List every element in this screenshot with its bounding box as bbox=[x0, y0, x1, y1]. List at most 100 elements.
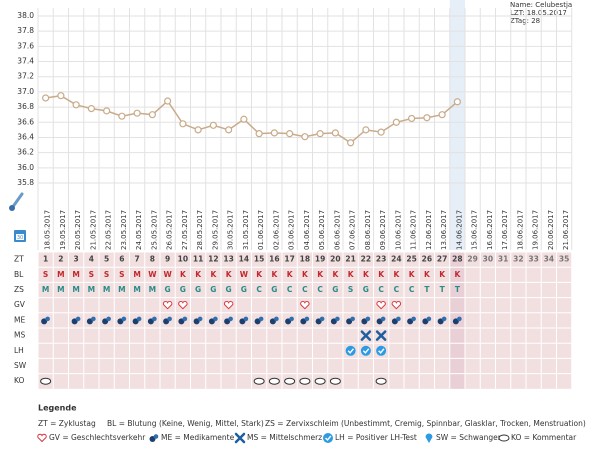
pill bbox=[213, 316, 218, 322]
me-marker bbox=[452, 316, 462, 325]
date-label: 05.06.2017 bbox=[318, 210, 326, 250]
cervix: G bbox=[241, 285, 247, 294]
temperature-point bbox=[194, 126, 202, 134]
check bbox=[325, 435, 332, 442]
cervix: M bbox=[118, 285, 125, 294]
pill bbox=[274, 316, 279, 322]
pill bbox=[136, 316, 142, 322]
cycle-day: 20 bbox=[330, 255, 340, 264]
check bbox=[347, 348, 354, 354]
me-marker bbox=[361, 316, 371, 325]
cycle-day: 15 bbox=[254, 255, 264, 264]
date-label: 30.05.2017 bbox=[227, 210, 235, 250]
gv-marker bbox=[376, 300, 386, 310]
cycle-day: 21 bbox=[345, 255, 355, 264]
bleeding: K bbox=[180, 270, 187, 279]
bleeding: K bbox=[363, 270, 370, 279]
pill bbox=[457, 316, 462, 322]
temperature-point bbox=[347, 139, 355, 147]
ko-marker bbox=[253, 377, 265, 385]
cycle-day: 4 bbox=[89, 255, 94, 264]
bleeding: K bbox=[210, 270, 217, 279]
heart bbox=[223, 300, 234, 310]
pill bbox=[182, 316, 188, 322]
cycle-day: 18 bbox=[300, 255, 310, 264]
pill bbox=[396, 316, 401, 322]
cycle-day: 16 bbox=[269, 255, 279, 264]
bleeding: K bbox=[454, 270, 461, 279]
temperature-point bbox=[377, 128, 385, 136]
cervix: T bbox=[440, 285, 446, 294]
ko-marker bbox=[299, 377, 311, 385]
cycle-day: 23 bbox=[376, 255, 386, 264]
info-name: Name: Celubestja bbox=[510, 1, 572, 9]
temperature-point bbox=[453, 98, 461, 106]
y-tick-label: 37.6 bbox=[17, 41, 34, 50]
temperature-point bbox=[225, 126, 233, 134]
cervix: G bbox=[180, 285, 186, 294]
date-label: 17.06.2017 bbox=[501, 210, 509, 250]
temperature-point bbox=[148, 111, 156, 119]
pill bbox=[258, 316, 264, 322]
date-label: 11.06.2017 bbox=[410, 210, 418, 250]
lh-marker bbox=[345, 345, 356, 356]
temperature-point bbox=[179, 120, 187, 128]
cycle-day: 9 bbox=[165, 255, 170, 264]
row-label: GV bbox=[14, 300, 26, 309]
cycle-day: 33 bbox=[528, 255, 538, 264]
bleeding: K bbox=[226, 270, 233, 279]
pill bbox=[228, 316, 233, 322]
date-label: 10.06.2017 bbox=[394, 210, 402, 250]
date-label: 25.05.2017 bbox=[150, 210, 158, 250]
date-label: 19.05.2017 bbox=[59, 210, 67, 250]
check bbox=[378, 348, 385, 354]
me-marker bbox=[300, 316, 310, 325]
cervix: M bbox=[149, 285, 156, 294]
temperature-point bbox=[423, 114, 431, 122]
pin bbox=[425, 433, 433, 443]
cervix: S bbox=[348, 285, 353, 294]
cycle-day: 5 bbox=[104, 255, 109, 264]
y-tick-label: 36.0 bbox=[17, 163, 34, 172]
comment bbox=[40, 377, 52, 385]
me-marker bbox=[224, 316, 233, 325]
cycle-day: 8 bbox=[150, 255, 155, 264]
legend-item: GV = Geschlechtsverkehr bbox=[49, 433, 146, 442]
date-label: 08.06.2017 bbox=[364, 210, 372, 250]
cycle-day: 24 bbox=[391, 255, 401, 264]
info-ztag: ZTag: 28 bbox=[510, 17, 540, 25]
cervix: C bbox=[394, 285, 400, 294]
bleeding: M bbox=[133, 270, 140, 279]
cervix: M bbox=[133, 285, 140, 294]
comment bbox=[284, 377, 296, 385]
gv-marker bbox=[300, 300, 310, 310]
me-marker bbox=[346, 316, 355, 325]
cycle-day: 13 bbox=[223, 255, 233, 264]
bleeding: K bbox=[439, 270, 446, 279]
legend-item: MS = Mittelschmerz bbox=[247, 433, 322, 442]
me-marker bbox=[422, 316, 432, 325]
pill bbox=[304, 316, 310, 322]
pill bbox=[426, 316, 432, 322]
row-label: ZS bbox=[14, 285, 24, 294]
bleeding: K bbox=[287, 270, 294, 279]
gv-marker bbox=[223, 300, 234, 310]
bleeding: K bbox=[424, 270, 431, 279]
check bbox=[362, 348, 370, 354]
pill bbox=[335, 316, 340, 322]
ko-marker bbox=[314, 377, 326, 385]
comment bbox=[498, 434, 510, 442]
info-lzt: LZT: 18.05.2017 bbox=[510, 9, 567, 17]
cycle-day: 25 bbox=[406, 255, 416, 264]
row-label: LH bbox=[14, 346, 24, 355]
legend-item: ZS = Zervixschleim (Unbestimmt, Cremig, … bbox=[265, 419, 586, 428]
date-label: 07.06.2017 bbox=[349, 210, 357, 250]
y-tick-label: 36.8 bbox=[17, 102, 34, 111]
cycle-day: 27 bbox=[437, 255, 447, 264]
bleeding: K bbox=[302, 270, 309, 279]
y-tick-label: 37.8 bbox=[17, 26, 34, 35]
pill bbox=[106, 316, 111, 322]
bleeding: K bbox=[256, 270, 263, 279]
bleeding: M bbox=[72, 270, 79, 279]
row-label: ME bbox=[14, 315, 25, 324]
